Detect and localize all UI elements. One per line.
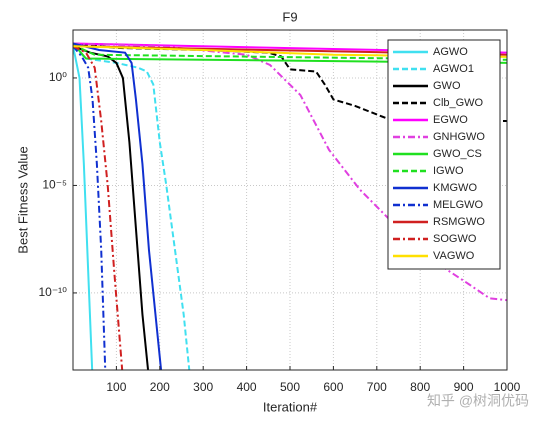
x-tick-label: 800 [410, 380, 430, 394]
series-line [73, 45, 124, 370]
series-line [73, 45, 150, 370]
x-tick-label: 700 [367, 380, 387, 394]
legend-label: GNHGWO [433, 131, 485, 143]
legend-label: AGWO [433, 46, 468, 58]
legend-label: IGWO [433, 165, 464, 177]
chart-title: F9 [282, 9, 297, 24]
legend-label: GWO [433, 80, 461, 92]
x-tick-label: 200 [150, 380, 170, 394]
legend-label: AGWO1 [433, 63, 474, 75]
legend-label: EGWO [433, 114, 468, 126]
x-axis-label: Iteration# [263, 399, 318, 414]
y-axis-label: Best Fitness Value [15, 146, 30, 253]
legend-label: SOGWO [433, 233, 477, 245]
series-line [73, 45, 94, 370]
legend-label: VAGWO [433, 250, 475, 262]
x-tick-label: 300 [193, 380, 213, 394]
series-line [73, 45, 191, 370]
x-tick-label: 900 [454, 380, 474, 394]
watermark: 知乎 @树洞优码 [427, 393, 529, 409]
y-tick-label: 10⁻⁵ [42, 178, 67, 192]
legend-label: GWO_CS [433, 148, 482, 160]
y-tick-label: 10⁻¹⁰ [39, 285, 68, 299]
y-tick-label: 10⁰ [49, 70, 67, 84]
series-line [73, 42, 163, 370]
legend-label: KMGWO [433, 182, 477, 194]
legend-label: Clb_GWO [433, 97, 484, 109]
x-tick-label: 400 [237, 380, 257, 394]
series-line [73, 43, 507, 61]
legend-label: RSMGWO [433, 216, 485, 228]
x-tick-label: 500 [280, 380, 300, 394]
x-tick-label: 100 [106, 380, 126, 394]
legend-label: MELGWO [433, 199, 484, 211]
x-tick-label: 600 [323, 380, 343, 394]
x-tick-label: 1000 [494, 380, 521, 394]
